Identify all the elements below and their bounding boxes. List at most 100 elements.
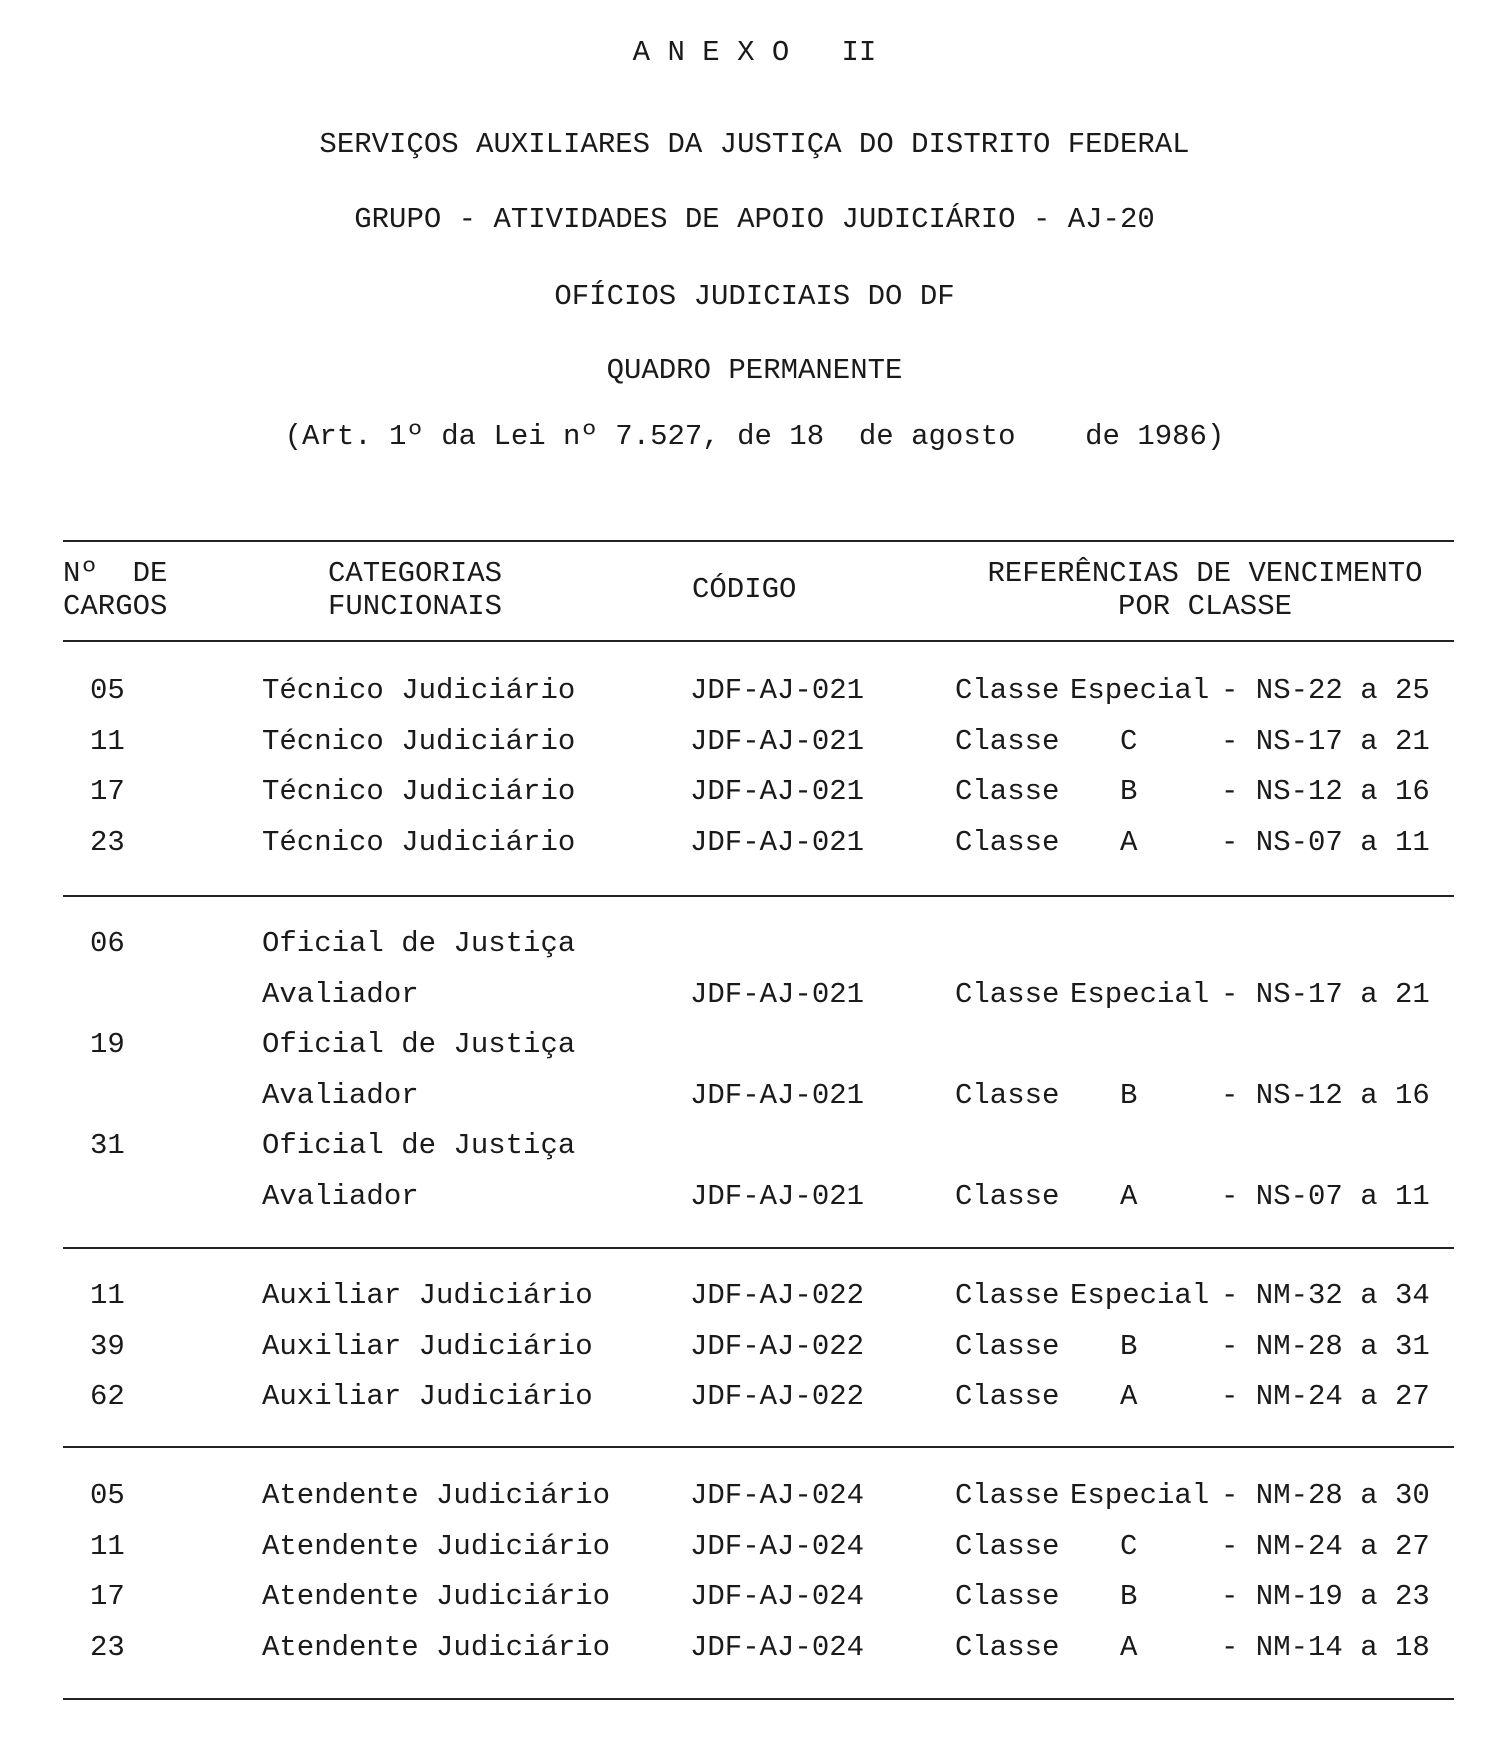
category: Atendente Judiciário: [262, 1479, 611, 1512]
group-divider: [63, 1446, 1454, 1448]
cargos-count: 05: [90, 674, 125, 707]
cargos-count: 17: [90, 1580, 125, 1614]
reference: - NM-32 a 34: [1221, 1279, 1430, 1312]
code: JDF-AJ-022: [690, 1380, 865, 1414]
category: Avaliador: [262, 1180, 419, 1213]
classe-label: Classe: [955, 775, 1060, 809]
classe-letter: B: [1120, 1580, 1138, 1614]
cargos-count: 06: [90, 927, 125, 960]
cargos-count: 11: [90, 1529, 125, 1563]
classe-letter: Especial: [1070, 977, 1210, 1011]
classe-label: Classe: [955, 1329, 1060, 1363]
cargos-count: 19: [90, 1028, 125, 1062]
header-bottom-rule: [63, 640, 1454, 642]
category: Técnico Judiciário: [262, 825, 576, 859]
category: Oficial de Justiça: [262, 1028, 576, 1062]
reference: - NM-24 a 27: [1221, 1529, 1430, 1563]
classe-label: Classe: [955, 1529, 1060, 1563]
code: JDF-AJ-021: [690, 977, 865, 1011]
header-referencias: REFERÊNCIAS DE VENCIMENTO POR CLASSE: [987, 557, 1423, 623]
code: JDF-AJ-021: [690, 1078, 865, 1112]
classe-letter: C: [1120, 724, 1138, 758]
code: JDF-AJ-022: [690, 1279, 865, 1312]
category: Atendente Judiciário: [262, 1630, 611, 1664]
reference: - NS-12 a 16: [1221, 1078, 1430, 1112]
group-divider: [63, 1698, 1454, 1700]
classe-letter: C: [1120, 1529, 1138, 1563]
code: JDF-AJ-024: [690, 1580, 865, 1614]
reference: - NM-28 a 30: [1221, 1479, 1430, 1512]
category: Atendente Judiciário: [262, 1580, 611, 1614]
reference: - NM-28 a 31: [1221, 1329, 1430, 1363]
header-cargos: Nº DE CARGOS: [63, 557, 168, 623]
classe-letter: B: [1120, 1078, 1138, 1112]
classe-label: Classe: [955, 977, 1060, 1011]
code: JDF-AJ-024: [690, 1630, 865, 1664]
reference: - NM-24 a 27: [1221, 1380, 1430, 1414]
cargos-count: 62: [90, 1380, 125, 1414]
heading-line-1: SERVIÇOS AUXILIARES DA JUSTIÇA DO DISTRI…: [319, 128, 1190, 161]
category: Auxiliar Judiciário: [262, 1329, 593, 1363]
group-divider: [63, 1247, 1454, 1249]
classe-label: Classe: [955, 1380, 1060, 1414]
category: Oficial de Justiça: [262, 927, 576, 960]
classe-letter: B: [1120, 1329, 1138, 1363]
category: Técnico Judiciário: [262, 775, 576, 809]
cargos-count: 17: [90, 775, 125, 809]
group-divider: [63, 895, 1454, 897]
cargos-count: 11: [90, 724, 125, 758]
classe-letter: Especial: [1070, 1279, 1210, 1312]
heading-line-5: (Art. 1º da Lei nº 7.527, de 18 de agost…: [284, 420, 1225, 453]
heading-line-2: GRUPO - ATIVIDADES DE APOIO JUDICIÁRIO -…: [354, 203, 1155, 236]
table-top-rule: [63, 540, 1454, 542]
category: Avaliador: [262, 1078, 419, 1112]
code: JDF-AJ-021: [690, 724, 865, 758]
reference: - NM-14 a 18: [1221, 1630, 1430, 1664]
category: Avaliador: [262, 977, 419, 1011]
header-categorias: CATEGORIAS FUNCIONAIS: [328, 557, 503, 623]
classe-letter: A: [1120, 1180, 1138, 1213]
classe-letter: A: [1120, 1380, 1138, 1414]
cargos-count: 11: [90, 1279, 125, 1312]
reference: - NS-17 a 21: [1221, 724, 1430, 758]
category: Técnico Judiciário: [262, 724, 576, 758]
category: Auxiliar Judiciário: [262, 1380, 593, 1414]
header-codigo: CÓDIGO: [692, 573, 797, 606]
cargos-count: 05: [90, 1479, 125, 1512]
heading-line-3: OFÍCIOS JUDICIAIS DO DF: [554, 280, 955, 313]
cargos-count: 23: [90, 1630, 125, 1664]
classe-label: Classe: [955, 724, 1060, 758]
code: JDF-AJ-021: [690, 1180, 865, 1213]
annex-title: A N E X O II: [632, 36, 877, 69]
classe-label: Classe: [955, 1180, 1060, 1213]
classe-label: Classe: [955, 1580, 1060, 1614]
category: Técnico Judiciário: [262, 674, 576, 707]
classe-label: Classe: [955, 1630, 1060, 1664]
reference: - NS-22 a 25: [1221, 674, 1430, 707]
reference: - NM-19 a 23: [1221, 1580, 1430, 1614]
classe-label: Classe: [955, 674, 1060, 707]
category: Oficial de Justiça: [262, 1129, 576, 1163]
cargos-count: 39: [90, 1329, 125, 1363]
heading-line-4: QUADRO PERMANENTE: [606, 354, 903, 387]
reference: - NS-17 a 21: [1221, 977, 1430, 1011]
category: Auxiliar Judiciário: [262, 1279, 593, 1312]
classe-letter: A: [1120, 825, 1138, 859]
code: JDF-AJ-024: [690, 1479, 865, 1512]
classe-label: Classe: [955, 825, 1060, 859]
reference: - NS-12 a 16: [1221, 775, 1430, 809]
category: Atendente Judiciário: [262, 1529, 611, 1563]
classe-letter: B: [1120, 775, 1138, 809]
cargos-count: 31: [90, 1129, 125, 1163]
code: JDF-AJ-021: [690, 674, 865, 707]
code: JDF-AJ-021: [690, 775, 865, 809]
classe-letter: Especial: [1070, 1479, 1210, 1512]
code: JDF-AJ-021: [690, 825, 865, 859]
classe-letter: Especial: [1070, 674, 1210, 707]
classe-label: Classe: [955, 1078, 1060, 1112]
cargos-count: 23: [90, 825, 125, 859]
classe-label: Classe: [955, 1479, 1060, 1512]
reference: - NS-07 a 11: [1221, 1180, 1430, 1213]
classe-label: Classe: [955, 1279, 1060, 1312]
code: JDF-AJ-024: [690, 1529, 865, 1563]
